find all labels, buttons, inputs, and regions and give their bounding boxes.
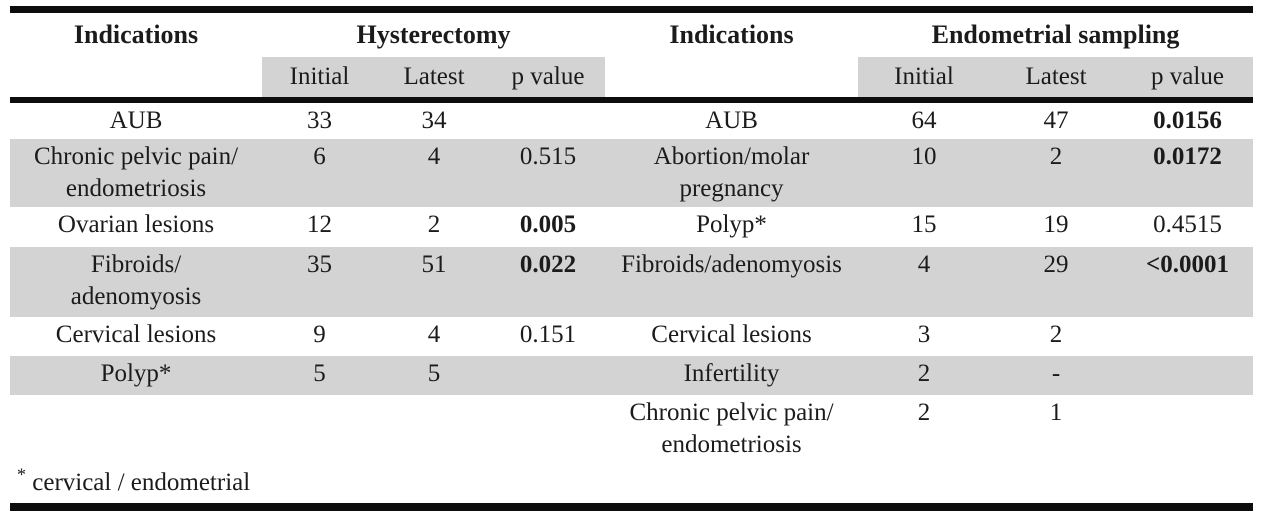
column-header-row: Initial Latest p value Initial Latest p … — [10, 57, 1253, 97]
right-initial-value: 2 — [917, 360, 931, 387]
left-indication-label: Chronic pelvic pain/ endometriosis — [33, 143, 239, 202]
right-pvalue: <0.0001 — [1146, 251, 1229, 278]
right-latest-value: 1 — [1049, 399, 1063, 426]
left-latest-value: 4 — [427, 321, 441, 348]
left-latest-column-header: Latest — [377, 57, 491, 97]
left-initial-value: 35 — [307, 251, 332, 278]
table-row: Chronic pelvic pain/ endometriosis 6 4 0… — [10, 139, 1253, 207]
left-latest-value — [377, 395, 491, 462]
left-pvalue-column-header: p value — [491, 57, 605, 97]
left-indication-label: Polyp* — [100, 360, 172, 387]
left-initial-value: 9 — [313, 321, 326, 348]
table-row: Polyp* 5 5 Infertility 2 - — [10, 356, 1253, 395]
right-indication-label: Fibroids/adenomyosis — [621, 251, 842, 278]
right-latest-value: 47 — [1043, 107, 1069, 134]
header-separator-border — [10, 97, 1253, 103]
right-indications-header-spacer — [605, 57, 858, 97]
left-indication-label: Fibroids/ adenomyosis — [70, 251, 202, 310]
left-indication-label — [10, 395, 262, 462]
footnote-asterisk: * — [17, 464, 26, 485]
footnote-row: * cervical / endometrial — [10, 462, 1253, 503]
left-indication-label: AUB — [109, 107, 163, 134]
left-pvalue: 0.151 — [519, 321, 577, 348]
table-top-border — [10, 6, 1253, 13]
left-latest-value: 34 — [421, 107, 447, 134]
left-latest-value: 5 — [427, 360, 441, 387]
left-pvalue — [491, 356, 605, 395]
indications-comparison-table: Indications Hysterectomy Indications End… — [10, 0, 1253, 511]
left-pvalue — [491, 103, 605, 139]
left-indication-label: Ovarian lesions — [57, 211, 215, 238]
left-pvalue: 0.005 — [519, 211, 577, 238]
right-pvalue — [1122, 356, 1253, 395]
right-indications-header: Indications — [669, 20, 794, 49]
right-latest-value: 2 — [1049, 321, 1063, 348]
group-header-row: Indications Hysterectomy Indications End… — [10, 13, 1253, 57]
right-pvalue: 0.4515 — [1153, 211, 1222, 238]
right-indication-label: AUB — [705, 107, 758, 134]
table-row: Chronic pelvic pain/ endometriosis 2 1 — [10, 395, 1253, 462]
right-indication-label: Infertility — [683, 360, 780, 387]
right-pvalue-column-header: p value — [1122, 57, 1253, 97]
left-indication-label: Cervical lesions — [55, 321, 217, 348]
left-indications-header-spacer — [10, 57, 262, 97]
right-initial-column-header: Initial — [858, 57, 990, 97]
right-latest-value: 2 — [1049, 143, 1063, 170]
left-initial-value: 33 — [307, 107, 332, 134]
right-initial-value: 4 — [917, 251, 931, 278]
left-initial-value: 12 — [307, 211, 332, 238]
endometrial-sampling-group-header: Endometrial sampling — [931, 20, 1180, 49]
right-pvalue — [1122, 317, 1253, 356]
left-initial-column-header: Initial — [262, 57, 377, 97]
right-initial-value: 2 — [917, 399, 931, 426]
left-initial-value — [262, 395, 377, 462]
table-bottom-border — [10, 503, 1253, 511]
left-pvalue: 0.515 — [519, 143, 577, 170]
table-row: AUB 33 34 AUB 64 47 0.0156 — [10, 103, 1253, 139]
right-pvalue: 0.0156 — [1153, 107, 1222, 134]
right-latest-value: - — [1051, 360, 1061, 387]
left-pvalue: 0.022 — [519, 251, 577, 278]
right-latest-column-header: Latest — [990, 57, 1122, 97]
right-initial-value: 15 — [911, 211, 937, 238]
left-pvalue — [491, 395, 605, 462]
table-row: Ovarian lesions 12 2 0.005 Polyp* 15 19 … — [10, 207, 1253, 247]
left-latest-value: 4 — [427, 143, 441, 170]
right-latest-value: 19 — [1043, 211, 1069, 238]
right-initial-value: 3 — [917, 321, 931, 348]
left-latest-value: 2 — [427, 211, 441, 238]
right-initial-value: 64 — [911, 107, 937, 134]
table-footnote: * cervical / endometrial — [10, 465, 251, 497]
right-indication-label: Cervical lesions — [651, 321, 812, 348]
table-row: Cervical lesions 9 4 0.151 Cervical lesi… — [10, 317, 1253, 356]
left-indications-header: Indications — [73, 20, 199, 49]
left-initial-value: 6 — [313, 143, 326, 170]
hysterectomy-group-header: Hysterectomy — [356, 20, 511, 49]
right-initial-value: 10 — [911, 143, 937, 170]
table-row: Fibroids/ adenomyosis 35 51 0.022 Fibroi… — [10, 247, 1253, 317]
right-pvalue: 0.0172 — [1153, 143, 1222, 170]
footnote-text: cervical / endometrial — [32, 468, 251, 496]
right-indication-label: Abortion/molar pregnancy — [653, 143, 810, 202]
right-pvalue — [1122, 395, 1253, 462]
left-initial-value: 5 — [313, 360, 326, 387]
left-latest-value: 51 — [421, 251, 447, 278]
right-indication-label: Chronic pelvic pain/ endometriosis — [629, 399, 834, 458]
right-indication-label: Polyp* — [696, 211, 767, 238]
right-latest-value: 29 — [1043, 251, 1069, 278]
